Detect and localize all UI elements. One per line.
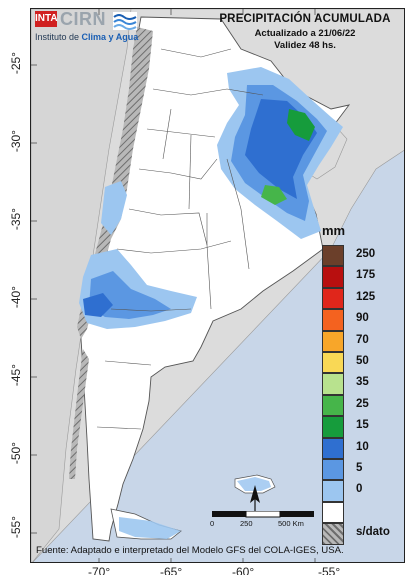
andes-nodata-south bbox=[69, 349, 89, 479]
precip-cuyo bbox=[101, 181, 127, 235]
legend-label-25: 25 bbox=[356, 397, 369, 410]
validity-period: Validez 48 hs. bbox=[274, 40, 336, 51]
lat-label-25: -25° bbox=[9, 52, 23, 75]
legend-swatch-10 bbox=[322, 437, 344, 459]
legend-label-15: 15 bbox=[356, 419, 369, 432]
north-arrow-icon bbox=[250, 485, 260, 511]
legend-swatch-5 bbox=[322, 459, 344, 481]
precip-ne-green-north bbox=[287, 109, 315, 141]
scale-bar: 0 250 500 Km bbox=[210, 485, 320, 531]
lat-label-50: -50° bbox=[9, 442, 23, 465]
legend-label-50: 50 bbox=[356, 355, 369, 367]
legend-swatch-0 bbox=[322, 480, 344, 502]
map-canvas bbox=[31, 9, 404, 562]
legend-label-250: 250 bbox=[356, 248, 376, 260]
institution-logo-block: INTA CIRN Instituto de Clima y Agua bbox=[35, 9, 155, 47]
legend: mm 250 175 125 90 70 50 35 25 15 10 5 0 s/dato bbox=[322, 223, 401, 545]
precip-tdf bbox=[119, 517, 181, 539]
precip-ne-green-south bbox=[261, 185, 287, 205]
water-wave-icon bbox=[113, 12, 137, 30]
institute-name: Instituto de Clima y Agua bbox=[35, 32, 138, 42]
legend-label-175: 175 bbox=[356, 269, 376, 282]
legend-swatch-90 bbox=[322, 309, 344, 331]
lon-label-65: -65° bbox=[160, 565, 183, 575]
legend-label-10: 10 bbox=[356, 440, 369, 453]
scale-label-mid: 250 bbox=[240, 519, 253, 528]
legend-label-35: 35 bbox=[356, 376, 369, 389]
legend-label-90: 90 bbox=[356, 312, 369, 325]
malvinas-precip bbox=[237, 477, 271, 491]
legend-swatch-25 bbox=[322, 394, 344, 417]
lon-label-55: -55° bbox=[318, 565, 341, 575]
lon-label-60: -60° bbox=[232, 565, 255, 575]
lat-label-30: -30° bbox=[9, 130, 23, 153]
legend-label-70: 70 bbox=[356, 333, 369, 346]
legend-swatch-15 bbox=[322, 416, 344, 438]
scale-label-start: 0 bbox=[210, 519, 215, 528]
legend-swatch-sdato bbox=[322, 523, 344, 545]
institute-prefix: Instituto de bbox=[35, 32, 82, 42]
legend-label-5: 5 bbox=[356, 462, 363, 474]
lat-label-35: -35° bbox=[9, 208, 23, 231]
legend-unit: mm bbox=[322, 223, 346, 238]
lon-label-70: -70° bbox=[88, 565, 111, 575]
legend-swatch-70 bbox=[322, 330, 344, 352]
map-title: PRECIPITACIÓN ACUMULADA bbox=[219, 13, 391, 25]
cirn-logo: CIRN bbox=[60, 9, 106, 29]
legend-swatch-50 bbox=[322, 352, 344, 374]
precip-patagonia-heavy bbox=[83, 293, 113, 317]
scale-label-end: 500 Km bbox=[278, 519, 304, 528]
scale-bar-graphic bbox=[212, 511, 314, 518]
province-borders bbox=[96, 48, 264, 430]
legend-swatch-175 bbox=[322, 266, 344, 288]
inta-logo: INTA bbox=[35, 11, 58, 27]
graticule bbox=[31, 9, 316, 562]
legend-swatch-35 bbox=[322, 373, 344, 395]
legend-swatch-125 bbox=[322, 287, 344, 310]
update-date: Actualizado a 21/06/22 bbox=[254, 28, 356, 39]
legend-label-sdato: s/dato bbox=[356, 526, 390, 539]
source-credit: Fuente: Adaptado e interpretado del Mode… bbox=[36, 545, 344, 556]
legend-label-0: 0 bbox=[356, 483, 363, 496]
legend-label-125: 125 bbox=[356, 290, 376, 303]
title-block: PRECIPITACIÓN ACUMULADA Actualizado a 21… bbox=[212, 13, 398, 51]
lat-label-55: -55° bbox=[9, 516, 23, 539]
lat-label-40: -40° bbox=[9, 286, 23, 309]
institute-highlight: Clima y Agua bbox=[81, 32, 139, 42]
legend-swatch-blank bbox=[322, 501, 344, 524]
legend-swatch-250 bbox=[322, 245, 344, 267]
lat-label-45: -45° bbox=[9, 364, 23, 387]
